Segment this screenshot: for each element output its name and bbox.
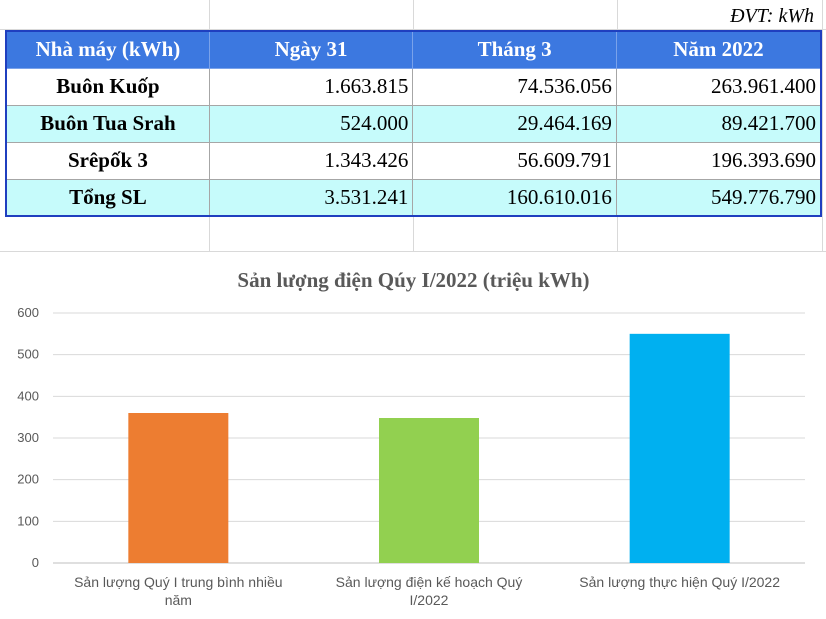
table-header-row: Nhà máy (kWh) Ngày 31 Tháng 3 Năm 2022 (5, 30, 822, 69)
month-value-cell[interactable]: 29.464.169 (412, 104, 617, 143)
header-month[interactable]: Tháng 3 (412, 30, 617, 69)
unit-label[interactable]: ĐVT: kWh (730, 5, 814, 27)
day-value-cell[interactable]: 1.343.426 (208, 141, 414, 180)
sheet-gridline (822, 0, 823, 252)
day-value-cell[interactable]: 1.663.815 (208, 67, 414, 106)
bar-chart[interactable]: Sản lượng điện Qúy I/2022 (triệu kWh) 0 1… (5, 256, 822, 616)
x-category-label: I/2022 (410, 592, 449, 608)
x-category-label: Sản lượng Quý I trung bình nhiều (74, 574, 282, 590)
x-category-label: Sản lượng điện kế hoạch Quý (336, 574, 523, 590)
x-category-label: Sản lượng thực hiện Quý I/2022 (579, 574, 780, 590)
x-category-label: năm (165, 592, 192, 608)
production-table: Nhà máy (kWh) Ngày 31 Tháng 3 Năm 2022 B… (5, 30, 822, 217)
y-tick-label: 300 (17, 430, 39, 445)
day-total-cell[interactable]: 3.531.241 (208, 178, 414, 217)
year-value-cell[interactable]: 196.393.690 (615, 141, 822, 180)
header-day[interactable]: Ngày 31 (208, 30, 414, 69)
chart-plot-area: 0 100 200 300 400 500 600 Sản lượng Quý I trung… (17, 305, 805, 608)
sheet-gridline (0, 29, 826, 30)
bar (128, 413, 229, 563)
header-plant[interactable]: Nhà máy (kWh) (5, 30, 210, 69)
chart-title: Sản lượng điện Qúy I/2022 (triệu kWh) (237, 268, 590, 292)
year-value-cell[interactable]: 263.961.400 (615, 67, 822, 106)
y-tick-label: 100 (17, 513, 39, 528)
table-row: Srêpốk 3 1.343.426 56.609.791 196.393.69… (5, 141, 822, 180)
bar (629, 333, 730, 563)
y-tick-label: 500 (17, 347, 39, 362)
plant-name-cell[interactable]: Buôn Tua Srah (5, 104, 210, 143)
month-total-cell[interactable]: 160.610.016 (412, 178, 617, 217)
plant-name-cell[interactable]: Srêpốk 3 (5, 141, 210, 180)
table-total-row: Tổng SL 3.531.241 160.610.016 549.776.79… (5, 178, 822, 217)
bar (379, 418, 479, 563)
y-tick-label: 600 (17, 305, 39, 320)
plant-name-cell[interactable]: Buôn Kuốp (5, 67, 210, 106)
table-row: Buôn Kuốp 1.663.815 74.536.056 263.961.4… (5, 67, 822, 106)
month-value-cell[interactable]: 74.536.056 (412, 67, 617, 106)
day-value-cell[interactable]: 524.000 (208, 104, 414, 143)
y-tick-label: 400 (17, 388, 39, 403)
year-value-cell[interactable]: 89.421.700 (615, 104, 822, 143)
y-tick-label: 0 (32, 555, 39, 570)
month-value-cell[interactable]: 56.609.791 (412, 141, 617, 180)
total-label-cell[interactable]: Tổng SL (5, 178, 210, 217)
table-row: Buôn Tua Srah 524.000 29.464.169 89.421.… (5, 104, 822, 143)
y-tick-label: 200 (17, 472, 39, 487)
header-year[interactable]: Năm 2022 (615, 30, 822, 69)
year-total-cell[interactable]: 549.776.790 (615, 178, 822, 217)
sheet-gridline (0, 251, 826, 252)
